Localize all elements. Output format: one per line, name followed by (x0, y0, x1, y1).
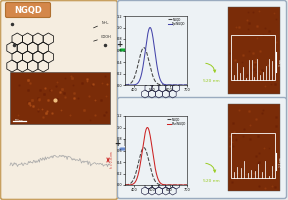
FancyBboxPatch shape (1, 0, 118, 200)
Bar (231, 133, 275, 178)
Bar (231, 35, 275, 80)
Legend: NGQD, Phe/NGQD: NGQD, Phe/NGQD (167, 117, 186, 126)
Text: 520 nm: 520 nm (203, 79, 219, 83)
Text: 410 nm: 410 nm (132, 79, 148, 83)
Text: + Phe: + Phe (115, 139, 141, 148)
Text: COOH: COOH (101, 35, 112, 39)
FancyBboxPatch shape (5, 2, 50, 18)
Text: NGQD: NGQD (14, 5, 42, 15)
Text: NH$_2$: NH$_2$ (101, 19, 109, 27)
Text: + Trp: + Trp (117, 40, 139, 49)
Text: 3 nm: 3 nm (278, 58, 283, 66)
Text: h = 0.35 nm: h = 0.35 nm (110, 152, 114, 168)
Bar (228, 7, 280, 94)
Bar (228, 104, 280, 191)
Text: 410 nm: 410 nm (132, 179, 148, 183)
Text: 2.5 nm: 2.5 nm (278, 157, 283, 167)
Legend: NGQD, Trp/NGQD: NGQD, Trp/NGQD (168, 17, 186, 26)
FancyBboxPatch shape (118, 0, 287, 102)
FancyBboxPatch shape (118, 98, 287, 198)
Text: 100nm: 100nm (15, 119, 23, 123)
Bar (10, 72, 110, 124)
Text: 520 nm: 520 nm (203, 179, 219, 183)
